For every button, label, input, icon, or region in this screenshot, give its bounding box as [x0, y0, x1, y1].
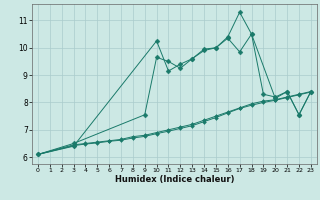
X-axis label: Humidex (Indice chaleur): Humidex (Indice chaleur): [115, 175, 234, 184]
